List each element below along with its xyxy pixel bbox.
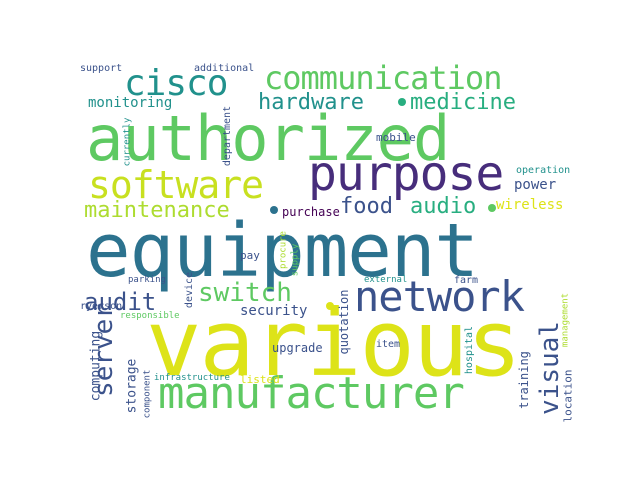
word-mobile: mobile [376, 131, 416, 144]
word-software: software [88, 163, 264, 207]
word-switch: switch [198, 278, 292, 308]
word-storage: storage [124, 358, 140, 414]
dot-marker [488, 204, 496, 212]
word-component: component [142, 369, 153, 419]
word-various: various [146, 290, 522, 397]
word-monitoring: monitoring [88, 95, 173, 111]
word-communication: communication [264, 59, 502, 97]
word-audio: audio [410, 194, 477, 219]
word-purpose: purpose [308, 146, 504, 202]
word-responsible: responsible [120, 311, 180, 321]
word-additional: additional [194, 63, 255, 74]
word-location: location [561, 369, 575, 423]
word-equipment: equipment [86, 208, 479, 294]
word-security: security [240, 303, 308, 319]
dot-marker [398, 98, 406, 106]
word-farm: farm [454, 275, 479, 286]
word-pay: pay [240, 249, 260, 262]
word-cisco: cisco [124, 63, 228, 104]
word-device: device [184, 271, 195, 309]
word-listed: listed [240, 373, 280, 386]
word-quotation: quotation [337, 289, 351, 355]
word-support: support [80, 63, 123, 74]
word-power: power [514, 177, 557, 193]
dot-marker [326, 302, 334, 310]
word-maintenance: maintenance [84, 198, 230, 223]
word-infrastructure: infrastructure [154, 373, 230, 383]
word-training: training [517, 351, 531, 409]
word-procure: procure [278, 231, 289, 269]
word-management: management [560, 292, 571, 348]
word-upgrade: upgrade [272, 341, 323, 355]
word-purchase: purchase [282, 205, 340, 219]
word-medicine: medicine [410, 90, 516, 115]
word-item: item [376, 339, 401, 350]
word-parking: parking [128, 275, 166, 285]
word-computing: computing [88, 330, 104, 402]
word-hardware: hardware [258, 90, 364, 115]
dot-marker [270, 206, 278, 214]
word-network: network [354, 272, 525, 321]
word-supply: supply [290, 243, 301, 277]
word-currently: currently [122, 117, 133, 167]
word-wireless: wireless [496, 197, 564, 213]
word-food: food [340, 194, 393, 219]
word-authorized: authorized [86, 102, 450, 175]
word-ryerson: ryerson [80, 301, 123, 312]
word-department: department [222, 105, 233, 167]
word-visual: visual [535, 321, 565, 415]
word-external: external [364, 275, 408, 285]
word-audit: audit [84, 288, 157, 316]
word-hospital: hospital [464, 325, 475, 375]
word-operation: operation [516, 165, 571, 176]
word-manufacturer: manufacturer [158, 368, 465, 419]
